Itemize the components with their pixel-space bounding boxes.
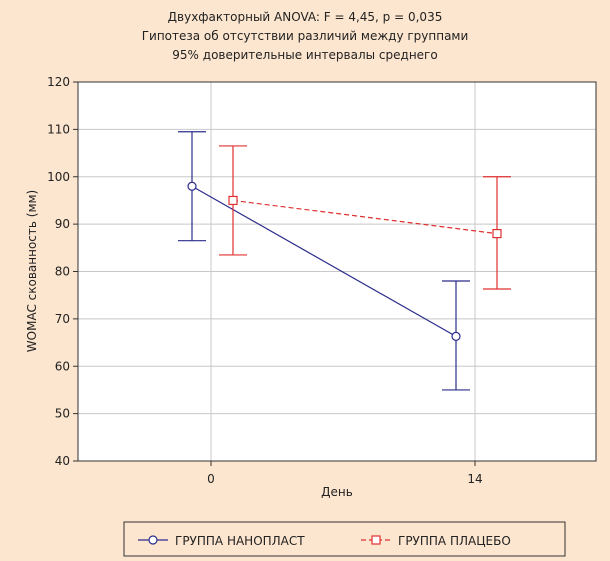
legend: ГРУППА НАНОПЛАСТ ГРУППА ПЛАЦЕБО	[123, 521, 566, 557]
legend-marker-circle	[148, 535, 158, 545]
y-tick-label: 70	[55, 312, 70, 326]
data-point-circle	[451, 331, 461, 342]
series-line	[191, 185, 457, 337]
chart-title-line-1: Двухфакторный ANOVA: F = 4,45, p = 0,035	[168, 10, 443, 24]
x-axis-label: День	[321, 485, 353, 499]
data-point-square	[228, 195, 238, 206]
legend-label: ГРУППА ПЛАЦЕБО	[398, 534, 511, 548]
y-tick-label: 80	[55, 265, 70, 279]
y-tick-label: 120	[47, 75, 70, 89]
y-tick-label: 90	[55, 217, 70, 231]
legend-marker-square	[371, 535, 381, 545]
x-tick-label: 14	[467, 472, 482, 486]
y-tick-label: 100	[47, 170, 70, 184]
y-axis-label: WOMAC скованность (мм)	[25, 190, 39, 352]
y-tick-label: 50	[55, 407, 70, 421]
chart-title-line-2: Гипотеза об отсутствии различий между гр…	[142, 29, 469, 43]
series-line	[232, 199, 498, 235]
y-tick-label: 40	[55, 454, 70, 468]
legend-label: ГРУППА НАНОПЛАСТ	[175, 534, 305, 548]
y-tick-label: 110	[47, 122, 70, 136]
data-point-circle	[187, 181, 197, 191]
data-point-square	[492, 229, 502, 239]
x-tick-label: 0	[207, 472, 215, 486]
chart-title-line-3: 95% доверительные интервалы среднего	[172, 48, 437, 62]
y-tick-label: 60	[55, 359, 70, 373]
legend-box	[123, 521, 566, 557]
